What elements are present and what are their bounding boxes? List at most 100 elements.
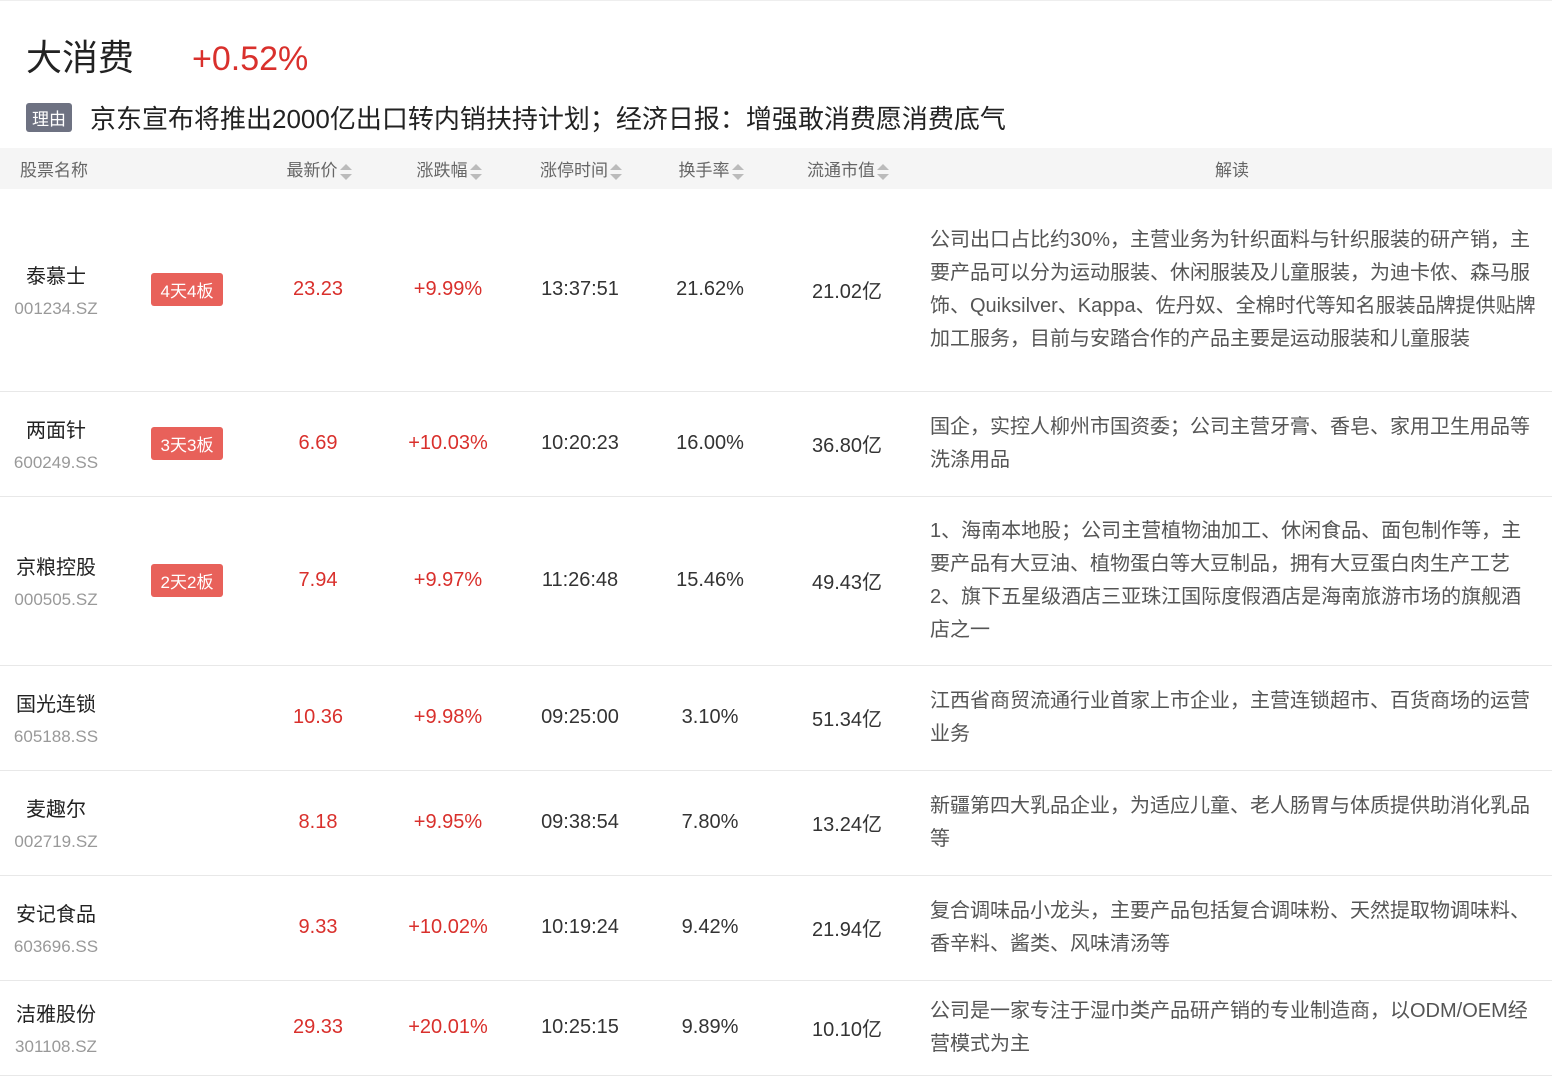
stock-name[interactable]: 京粮控股 (16, 557, 96, 579)
sort-icon[interactable] (469, 163, 482, 180)
sort-icon[interactable] (339, 163, 352, 180)
stock-name[interactable]: 安记食品 (16, 904, 96, 926)
price: 29.33 (262, 980, 374, 1076)
col-mcap[interactable]: 流通市值 (782, 148, 912, 189)
col-price[interactable]: 最新价 (262, 148, 374, 189)
col-desc: 解读 (1215, 161, 1249, 180)
stock-name[interactable]: 泰慕士 (26, 266, 86, 289)
market-cap: 21.94亿 (782, 875, 912, 981)
table-row[interactable]: 洁雅股份 301108.SZ 29.33 +20.01% 10:25:15 9.89% 10… (0, 980, 1552, 1076)
sector-header: 大消费 +0.52% 理由 京东宣布将推出2000亿出口转内销扶持计划；经济日报… (0, 1, 1552, 148)
change: +9.98% (374, 665, 522, 771)
sort-icon[interactable] (610, 163, 622, 180)
turnover: 15.46% (638, 496, 782, 666)
limit-time: 10:25:15 (522, 980, 638, 1076)
table-row[interactable]: 两面针 600249.SS 3天3板 6.69 +10.03% 10:20:23 16.00… (0, 391, 1552, 497)
sector-change: +0.52% (192, 40, 309, 78)
stock-name[interactable]: 洁雅股份 (16, 1004, 96, 1026)
change: +9.95% (374, 770, 522, 876)
stock-name[interactable]: 两面针 (26, 420, 86, 442)
limit-time: 10:19:24 (522, 875, 638, 981)
col-name: 股票名称 (20, 161, 88, 180)
stock-code: 001234.SZ (14, 299, 98, 319)
table-row[interactable]: 京粮控股 000505.SZ 2天2板 7.94 +9.97% 11:26:48 15.46… (0, 496, 1552, 666)
change: +9.99% (374, 189, 522, 392)
reason-text: 京东宣布将推出2000亿出口转内销扶持计划；经济日报：增强敢消费愿消费底气 (90, 104, 1006, 134)
stock-code: 603696.SS (13, 937, 99, 956)
turnover: 9.89% (638, 980, 782, 1076)
badge-cell: 4天4板 (112, 189, 262, 392)
description: 公司是一家专注于湿巾类产品研产销的专业制造商，以ODM/OEM经营模式为主 (912, 980, 1552, 1076)
stock-name-cell[interactable]: 麦趣尔 002719.SZ (0, 770, 112, 876)
stock-code: 600249.SS (13, 453, 99, 472)
col-limit-time[interactable]: 涨停时间 (522, 148, 638, 189)
change: +9.97% (374, 496, 522, 666)
stock-table: 股票名称 最新价 涨跌幅 涨停时间 换手率 流通市值 解读 泰慕士 001234.… (0, 148, 1552, 1076)
description: 1、海南本地股；公司主营植物油加工、休闲食品、面包制作等，主要产品有大豆油、植物… (912, 496, 1552, 666)
limit-time: 11:26:48 (522, 496, 638, 666)
turnover: 3.10% (638, 665, 782, 771)
stock-code: 605188.SS (13, 727, 99, 746)
reason-tag: 理由 (26, 103, 72, 132)
col-turnover-label: 换手率 (678, 161, 730, 180)
limit-time: 10:20:23 (522, 391, 638, 497)
turnover: 7.80% (638, 770, 782, 876)
table-row[interactable]: 麦趣尔 002719.SZ 8.18 +9.95% 09:38:54 7.80% 13.24… (0, 770, 1552, 876)
stock-name[interactable]: 麦趣尔 (26, 799, 86, 821)
badge-cell: 2天2板 (112, 496, 262, 666)
sort-icon[interactable] (877, 163, 889, 180)
col-limit-time-label: 涨停时间 (540, 161, 608, 180)
table-row[interactable]: 泰慕士 001234.SZ 4天4板 23.23 +9.99% 13:37:51 21.62… (0, 189, 1552, 392)
stock-code: 301108.SZ (15, 1037, 97, 1056)
table-row[interactable]: 安记食品 603696.SS 9.33 +10.02% 10:19:24 9.42% 21.… (0, 875, 1552, 981)
col-price-label: 最新价 (286, 161, 338, 180)
description: 江西省商贸流通行业首家上市企业，主营连锁超市、百货商场的运营业务 (912, 665, 1552, 771)
change: +10.03% (374, 391, 522, 497)
badge-cell (112, 665, 262, 771)
stock-name-cell[interactable]: 国光连锁 605188.SS (0, 665, 112, 771)
description: 复合调味品小龙头，主要产品包括复合调味粉、天然提取物调味料、香辛料、酱类、风味清… (912, 875, 1552, 981)
stock-name-cell[interactable]: 安记食品 603696.SS (0, 875, 112, 981)
stock-name[interactable]: 国光连锁 (16, 694, 96, 716)
price: 8.18 (262, 770, 374, 876)
table-header: 股票名称 最新价 涨跌幅 涨停时间 换手率 流通市值 解读 (0, 148, 1552, 189)
change: +10.02% (374, 875, 522, 981)
col-change-label: 涨跌幅 (416, 161, 468, 180)
turnover: 16.00% (638, 391, 782, 497)
turnover: 9.42% (638, 875, 782, 981)
limit-time: 09:25:00 (522, 665, 638, 771)
turnover: 21.62% (638, 189, 782, 392)
badge-cell (112, 875, 262, 981)
stock-name-cell[interactable]: 泰慕士 001234.SZ (0, 189, 112, 392)
streak-badge: 3天3板 (150, 427, 224, 460)
sort-icon[interactable] (731, 163, 744, 180)
market-cap: 10.10亿 (782, 980, 912, 1076)
change: +20.01% (374, 980, 522, 1076)
price: 10.36 (262, 665, 374, 771)
description: 国企，实控人柳州市国资委；公司主营牙膏、香皂、家用卫生用品等洗涤用品 (912, 391, 1552, 497)
price: 9.33 (262, 875, 374, 981)
description: 新疆第四大乳品企业，为适应儿童、老人肠胃与体质提供助消化乳品等 (912, 770, 1552, 876)
market-cap: 49.43亿 (782, 496, 912, 666)
col-change[interactable]: 涨跌幅 (374, 148, 522, 189)
stock-code: 002719.SZ (14, 832, 98, 851)
market-cap: 21.02亿 (782, 189, 912, 392)
market-cap: 13.24亿 (782, 770, 912, 876)
stock-name-cell[interactable]: 两面针 600249.SS (0, 391, 112, 497)
stock-name-cell[interactable]: 京粮控股 000505.SZ (0, 496, 112, 666)
stock-code: 000505.SZ (14, 590, 98, 609)
limit-time: 13:37:51 (522, 189, 638, 392)
market-cap: 36.80亿 (782, 391, 912, 497)
sector-title: 大消费 (26, 37, 135, 78)
col-mcap-label: 流通市值 (807, 161, 875, 180)
stock-name-cell[interactable]: 洁雅股份 301108.SZ (0, 980, 112, 1076)
streak-badge: 2天2板 (150, 564, 224, 597)
price: 7.94 (262, 496, 374, 666)
badge-cell (112, 770, 262, 876)
price: 23.23 (262, 189, 374, 392)
market-cap: 51.34亿 (782, 665, 912, 771)
table-row[interactable]: 国光连锁 605188.SS 10.36 +9.98% 09:25:00 3.10% 51.… (0, 665, 1552, 771)
badge-cell: 3天3板 (112, 391, 262, 497)
description: 公司出口占比约30%，主营业务为针织面料与针织服装的研产销，主要产品可以分为运动… (912, 189, 1552, 392)
col-turnover[interactable]: 换手率 (638, 148, 782, 189)
